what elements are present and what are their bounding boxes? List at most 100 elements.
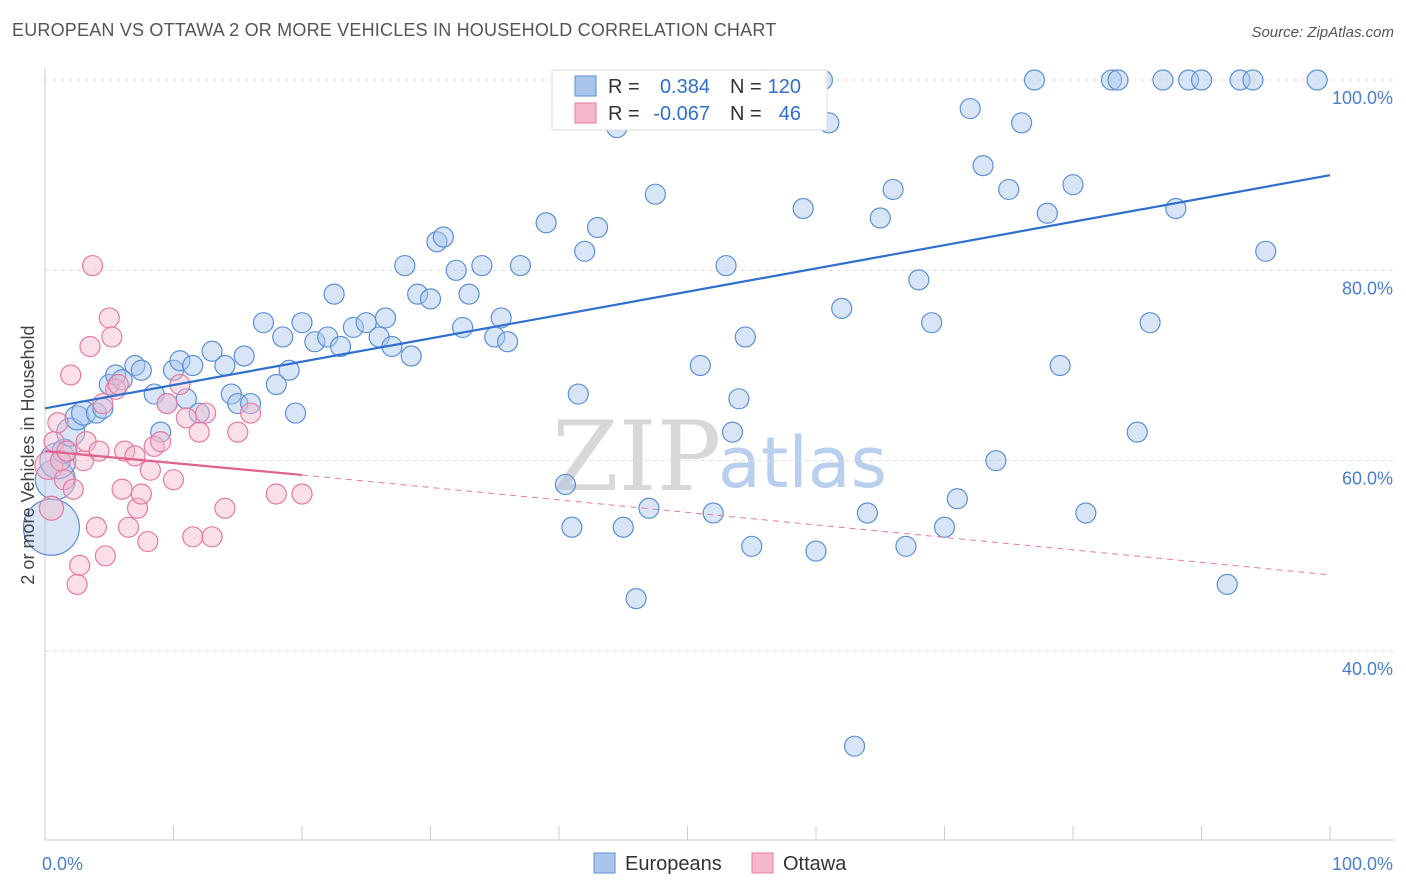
europeans-point: [490, 307, 512, 329]
ottawa-point: [79, 335, 101, 358]
ottawa-point: [162, 469, 185, 491]
ottawa-point: [98, 307, 120, 329]
legend-bottom-ottawa-swatch: [751, 852, 774, 874]
europeans-point: [972, 155, 994, 177]
europeans-point: [342, 316, 364, 339]
europeans-point: [1306, 69, 1328, 91]
europeans-point: [407, 283, 429, 305]
europeans-point: [721, 421, 744, 443]
europeans-point: [805, 540, 827, 562]
ottawa-point: [139, 459, 161, 481]
europeans-point: [1062, 174, 1084, 196]
legend-n-label-europeans: N =: [730, 76, 762, 98]
europeans-point: [574, 240, 596, 262]
ottawa-point: [69, 554, 91, 576]
europeans-point: [1075, 502, 1097, 524]
ottawa-point: [94, 545, 116, 567]
europeans-point: [843, 735, 866, 757]
legend-bottom-europeans-label: Europeans: [625, 853, 722, 875]
x-tick-label-max: 100.0%: [1332, 854, 1393, 874]
europeans-point: [130, 359, 152, 381]
europeans-point: [561, 516, 583, 538]
legend-ottawa-swatch: [574, 102, 597, 124]
legend-r-label-ottawa: R =: [608, 103, 640, 125]
legend-europeans-swatch: [574, 75, 597, 97]
europeans-point: [497, 331, 519, 353]
ottawa-point: [88, 440, 110, 462]
ottawa-point: [60, 364, 82, 386]
ottawa-point: [195, 402, 217, 424]
europeans-point: [1100, 69, 1123, 91]
europeans-point: [1152, 69, 1174, 91]
europeans-point: [252, 312, 275, 334]
europeans-point: [1229, 69, 1251, 91]
ottawa-point: [214, 497, 236, 519]
y-axis-label: 2 or more Vehicles in Household: [18, 325, 38, 584]
europeans-point: [1216, 573, 1238, 595]
legend-r-value-ottawa: -0.067: [653, 103, 710, 125]
legend-n-label-ottawa: N =: [730, 103, 762, 125]
ottawa-point: [47, 412, 69, 434]
europeans-point: [214, 354, 236, 377]
x-tick-label-min: 0.0%: [42, 854, 83, 874]
europeans-point: [741, 535, 763, 557]
europeans-point: [985, 450, 1007, 472]
x-ticks: [44, 826, 1331, 840]
europeans-point: [323, 283, 345, 305]
ottawa-point: [101, 326, 123, 348]
watermark-atlas: atlas: [718, 422, 887, 504]
y-tick-label-40: 40.0%: [1342, 659, 1393, 679]
europeans-point: [908, 269, 930, 291]
europeans-point: [734, 326, 756, 348]
ottawa-point: [265, 483, 287, 505]
ottawa-point: [81, 254, 104, 277]
europeans-point: [400, 345, 422, 367]
europeans-point: [1178, 69, 1200, 91]
europeans-trend-line: [44, 174, 1331, 410]
europeans-point: [856, 502, 879, 524]
europeans-point: [644, 183, 666, 205]
europeans-point: [304, 331, 326, 353]
europeans-point: [831, 297, 853, 319]
europeans-point: [535, 212, 557, 234]
ottawa-point: [188, 421, 210, 443]
ottawa-point: [227, 421, 249, 443]
ottawa-point: [150, 431, 172, 453]
europeans-point: [509, 254, 532, 277]
europeans-point: [728, 388, 750, 410]
europeans-point: [182, 354, 204, 377]
europeans-point: [586, 216, 609, 239]
europeans-point: [374, 307, 397, 329]
europeans-point: [869, 207, 891, 229]
legend-stats: R = 0.384 N = 120 R = -0.067 N = 46: [551, 69, 828, 131]
europeans-point: [554, 473, 577, 496]
europeans-point: [201, 340, 223, 362]
legend-bottom-europeans-swatch: [593, 852, 616, 874]
europeans-point: [458, 283, 480, 305]
ottawa-point: [124, 445, 146, 467]
y-tick-labels: 40.0% 60.0% 80.0% 100.0%: [1332, 88, 1393, 679]
ottawa-point: [111, 478, 133, 500]
europeans-point: [445, 259, 467, 281]
legend-series: Europeans Ottawa: [593, 852, 847, 875]
ottawa-point: [156, 392, 178, 415]
europeans-point: [921, 312, 943, 334]
europeans-point: [265, 373, 287, 396]
ottawa-point: [107, 373, 129, 396]
legend-stats-box: [551, 69, 828, 131]
europeans-point: [419, 288, 442, 310]
europeans-point: [895, 535, 917, 557]
europeans-point: [1036, 202, 1058, 224]
ottawa-point: [291, 483, 313, 505]
europeans-point: [471, 254, 493, 277]
europeans-point: [715, 254, 737, 277]
ottawa-point: [240, 402, 262, 424]
europeans-point: [188, 402, 210, 424]
legend-n-value-europeans: 120: [768, 76, 801, 98]
ottawa-point: [114, 440, 136, 462]
europeans-point: [284, 402, 307, 424]
europeans-point: [329, 335, 352, 358]
legend-r-value-europeans: 0.384: [660, 76, 710, 98]
europeans-point: [998, 178, 1020, 201]
